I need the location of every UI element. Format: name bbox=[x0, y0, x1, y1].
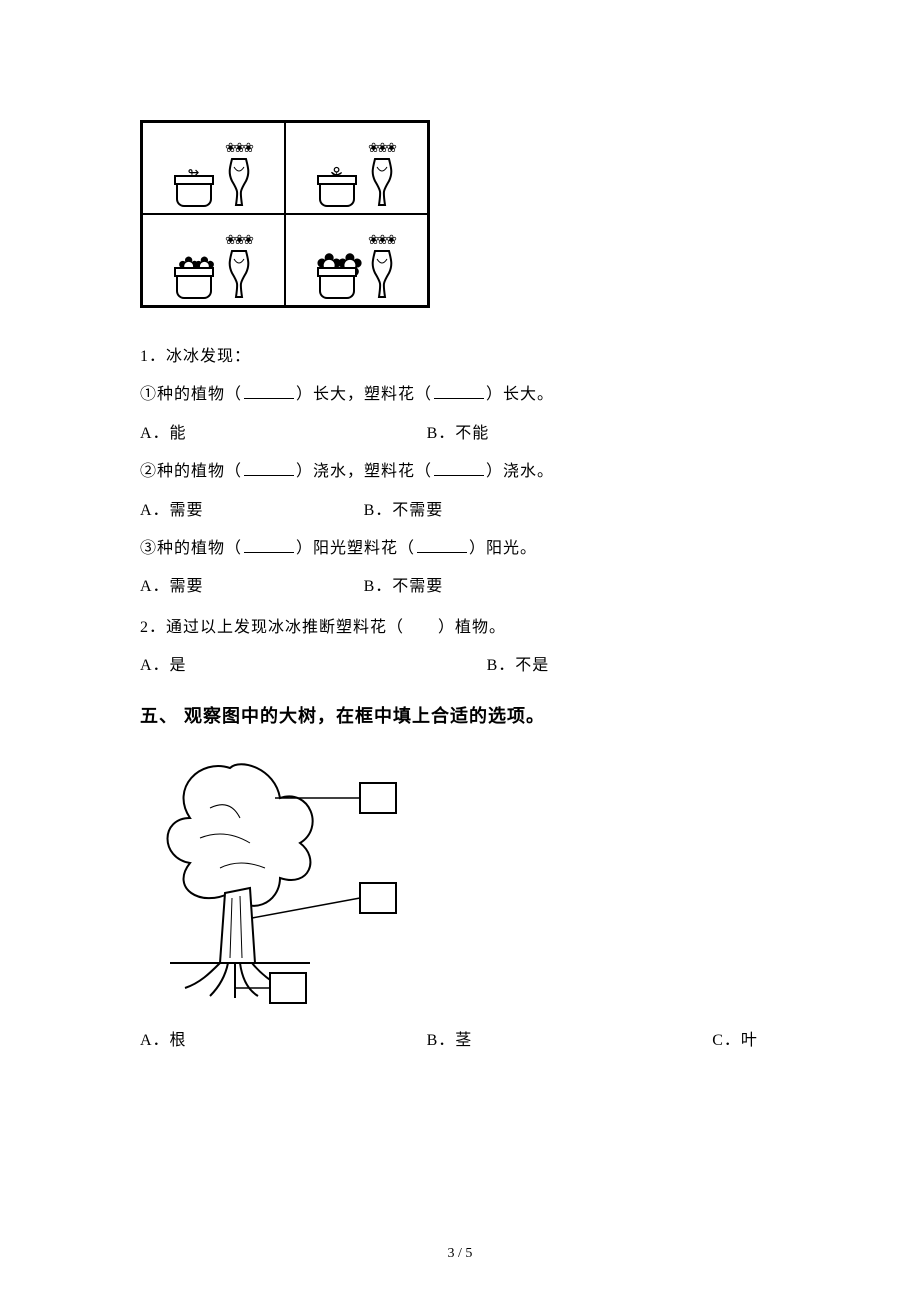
q1-sub3-options: A．需要 B．不需要 bbox=[140, 568, 780, 606]
option-a[interactable]: A．根 bbox=[140, 1022, 187, 1060]
vase-flowers-2: ❀❀❀ bbox=[369, 157, 395, 207]
q1-sub2: ②种的植物（ ）浇水，塑料花（ ）浇水。 bbox=[140, 453, 780, 491]
q1-sub2-options: A．需要 B．不需要 bbox=[140, 492, 780, 530]
blank[interactable] bbox=[244, 383, 294, 399]
option-a[interactable]: A．是 bbox=[140, 647, 187, 685]
option-a[interactable]: A．能 bbox=[140, 415, 187, 453]
potted-sprout-small: ↬ bbox=[176, 181, 212, 207]
q1-sub1-post: ）长大。 bbox=[486, 386, 554, 403]
option-a[interactable]: A．需要 bbox=[140, 568, 204, 606]
grid-cell-2: ⚘ ❀❀❀ bbox=[285, 122, 428, 214]
q1-q2-stem: 2．通过以上发现冰冰推断塑料花（ ）植物。 bbox=[140, 609, 780, 647]
q1-q2-options: A．是 B．不是 bbox=[140, 647, 780, 685]
blank[interactable] bbox=[434, 460, 484, 476]
blank[interactable] bbox=[244, 460, 294, 476]
q1-sub1: ①种的植物（ ）长大，塑料花（ ）长大。 bbox=[140, 376, 780, 414]
blank[interactable] bbox=[417, 537, 467, 553]
q1-sub3: ③种的植物（ ）阳光塑料花（ ）阳光。 bbox=[140, 530, 780, 568]
vase-flowers-4: ❀❀❀ bbox=[369, 249, 395, 299]
option-b[interactable]: B．不需要 bbox=[364, 568, 444, 606]
q1-sub2-pre: ②种的植物（ bbox=[140, 463, 242, 480]
grid-cell-4: ✿✿ ❀❀❀ bbox=[285, 214, 428, 306]
grid-cell-1: ↬ ❀❀❀ bbox=[142, 122, 285, 214]
q1-sub1-options: A．能 B．不能 bbox=[140, 415, 780, 453]
blank[interactable] bbox=[244, 537, 294, 553]
potted-seedling: ⚘ bbox=[319, 181, 355, 207]
plant-vs-plastic-grid: ↬ ❀❀❀ ⚘ ❀❀❀ bbox=[140, 120, 430, 308]
option-b[interactable]: B．不是 bbox=[487, 647, 550, 685]
potted-bush-mid: ✿✿ bbox=[176, 273, 212, 299]
tree-diagram bbox=[140, 748, 420, 1008]
option-c[interactable]: C．叶 bbox=[712, 1022, 758, 1060]
vase-flowers-3: ❀❀❀ bbox=[226, 249, 252, 299]
page-footer: 3 / 5 bbox=[0, 1246, 920, 1262]
q1-stem: 1．冰冰发现： bbox=[140, 338, 780, 376]
potted-bush-large: ✿✿ bbox=[319, 273, 355, 299]
q1-sub3-mid: ）阳光塑料花（ bbox=[296, 540, 415, 557]
section-5-title: 五、 观察图中的大树，在框中填上合适的选项。 bbox=[140, 702, 780, 728]
option-b[interactable]: B．茎 bbox=[427, 1022, 473, 1060]
q1-sub1-pre: ①种的植物（ bbox=[140, 386, 242, 403]
q1-sub1-mid: ）长大，塑料花（ bbox=[296, 386, 432, 403]
q1-sub2-mid: ）浇水，塑料花（ bbox=[296, 463, 432, 480]
blank[interactable] bbox=[434, 383, 484, 399]
section-5-options: A．根 B．茎 C．叶 bbox=[140, 1022, 780, 1060]
grid-cell-3: ✿✿ ❀❀❀ bbox=[142, 214, 285, 306]
option-b[interactable]: B．不需要 bbox=[364, 492, 444, 530]
q1-sub3-pre: ③种的植物（ bbox=[140, 540, 242, 557]
option-b[interactable]: B．不能 bbox=[427, 415, 490, 453]
option-a[interactable]: A．需要 bbox=[140, 492, 204, 530]
q1-sub3-post: ）阳光。 bbox=[469, 540, 537, 557]
q1-sub2-post: ）浇水。 bbox=[486, 463, 554, 480]
vase-flowers-1: ❀❀❀ bbox=[226, 157, 252, 207]
